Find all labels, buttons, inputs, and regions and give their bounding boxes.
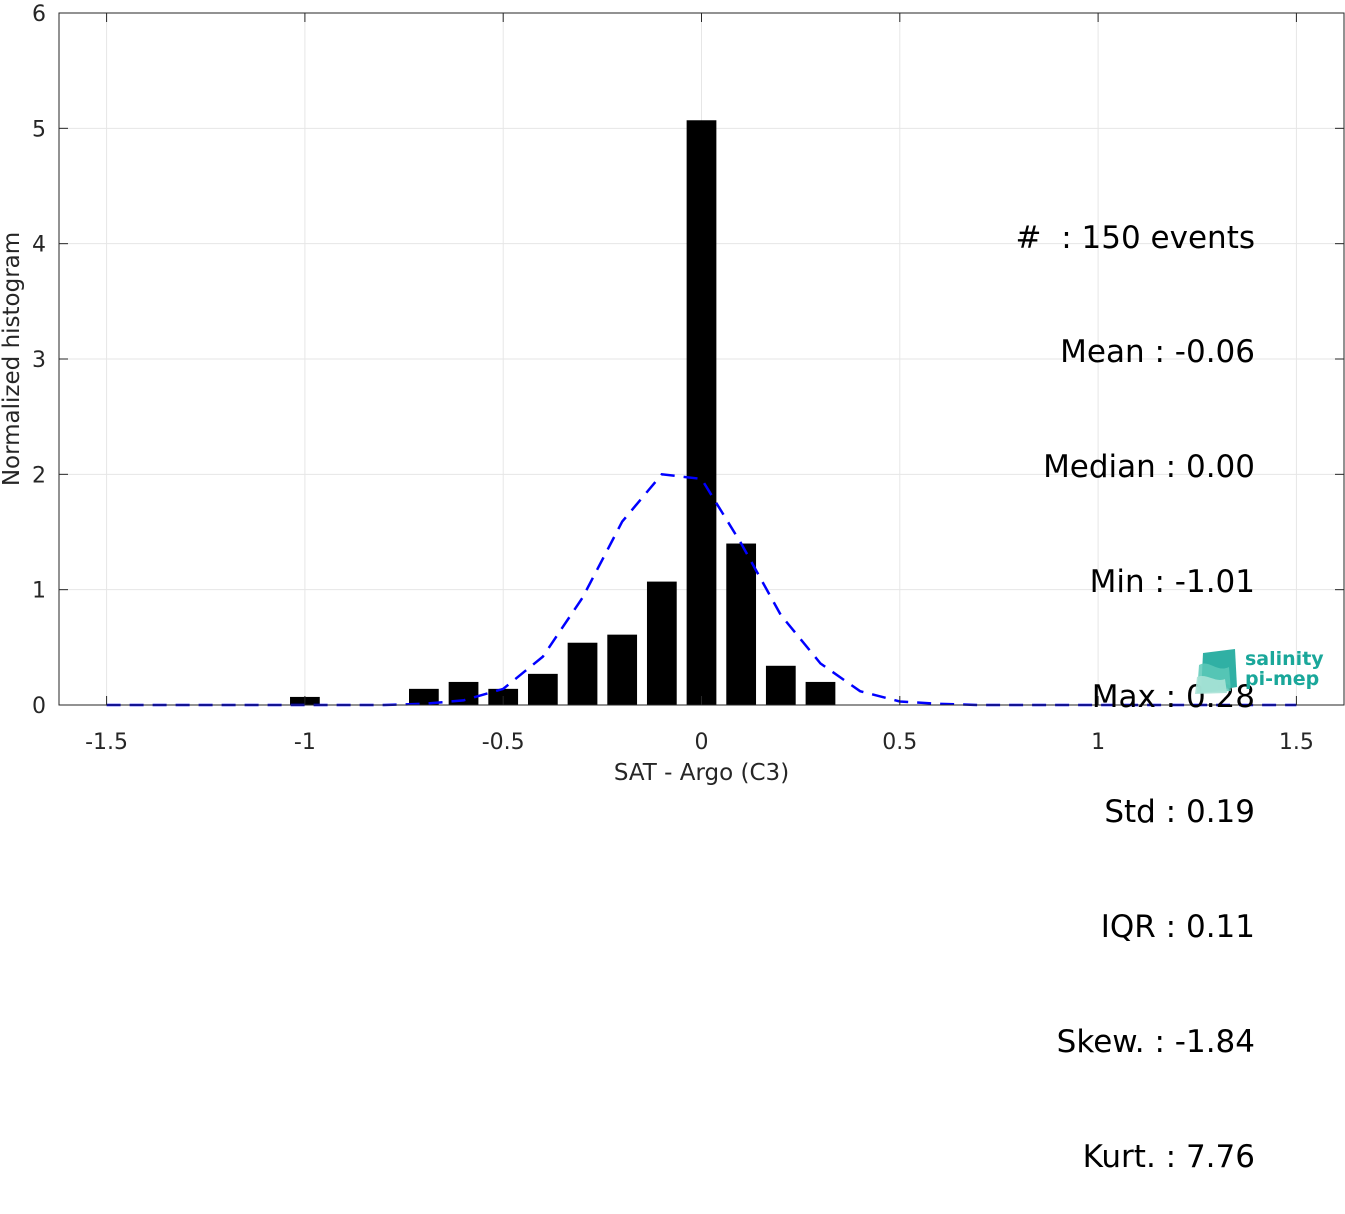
histogram-bar [726, 543, 757, 705]
logo-line-2: pi-mep [1245, 668, 1320, 690]
stat-median: Median : 0.00 [1043, 449, 1255, 486]
histogram-chart: -1.5 -1 -0.5 0 0.5 1 1.5 0 1 2 3 4 5 6 SAT - Argo (C3… [0, 2, 1345, 786]
histogram-bar [567, 642, 598, 705]
histogram-bar [527, 673, 558, 705]
x-tick-label: -1.5 [85, 730, 128, 755]
histogram-bar [765, 665, 796, 705]
stat-mean: Mean : -0.06 [1060, 334, 1255, 371]
x-tick-label: 0.5 [882, 730, 917, 755]
stat-std: Std : 0.19 [1104, 794, 1255, 831]
salinity-pi-mep-logo: salinity pi-mep [1195, 647, 1325, 695]
y-tick-label: 3 [32, 348, 46, 373]
y-tick-label: 1 [32, 579, 46, 604]
logo-line-1: salinity [1245, 648, 1324, 670]
histogram-bar [646, 581, 677, 705]
histogram-bars [290, 120, 836, 705]
x-tick-label: 0 [695, 730, 709, 755]
x-tick-label: -1 [294, 730, 316, 755]
y-tick-label: 2 [32, 463, 46, 488]
y-axis-label: Normalized histogram [0, 232, 25, 486]
stat-kurt: Kurt. : 7.76 [1082, 1138, 1255, 1175]
stat-skew: Skew. : -1.84 [1056, 1023, 1255, 1060]
wave-logo-icon [1195, 649, 1237, 694]
histogram-bar [409, 688, 439, 705]
histogram-bar [607, 634, 638, 705]
x-axis-label: SAT - Argo (C3) [614, 760, 789, 786]
x-tick-label: 1.5 [1279, 730, 1314, 755]
axis-ticks: -1.5 -1 -0.5 0 0.5 1 1.5 0 1 2 3 4 5 6 [32, 2, 1344, 755]
stat-iqr: IQR : 0.11 [1100, 908, 1255, 945]
y-tick-label: 4 [32, 233, 46, 258]
histogram-bar [805, 681, 836, 705]
logo-text: salinity pi-mep [1245, 649, 1324, 689]
x-tick-label: 1 [1091, 730, 1105, 755]
x-tick-label: -0.5 [482, 730, 525, 755]
y-tick-label: 6 [32, 2, 46, 27]
y-tick-label: 5 [32, 117, 46, 142]
stat-count: # : 150 events [1015, 219, 1255, 256]
histogram-bar [448, 681, 479, 705]
y-tick-label: 0 [32, 694, 46, 719]
stat-min: Min : -1.01 [1089, 564, 1255, 601]
histogram-bar [686, 120, 717, 705]
